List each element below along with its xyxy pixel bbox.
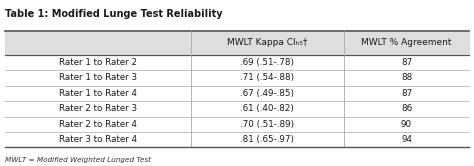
Text: Table 1: Modified Lunge Test Reliability: Table 1: Modified Lunge Test Reliability <box>5 9 222 19</box>
Text: .69 (.51-.78): .69 (.51-.78) <box>240 58 294 67</box>
Text: 90: 90 <box>401 120 412 129</box>
Text: .67 (.49-.85): .67 (.49-.85) <box>240 89 294 98</box>
Bar <box>5 86 469 101</box>
Text: MWLT % Agreement: MWLT % Agreement <box>361 38 452 47</box>
Text: Rater 1 to Rater 2: Rater 1 to Rater 2 <box>59 58 137 67</box>
Text: .70 (.51-.89): .70 (.51-.89) <box>240 120 294 129</box>
Text: .81 (.65-.97): .81 (.65-.97) <box>240 135 294 144</box>
Bar <box>5 117 469 132</box>
Bar <box>5 132 469 147</box>
Text: .71 (.54-.88): .71 (.54-.88) <box>240 73 294 83</box>
Text: 88: 88 <box>401 73 412 83</box>
Bar <box>5 70 469 86</box>
Bar <box>5 101 469 117</box>
Text: MWLT Kappa Clₕ₅†: MWLT Kappa Clₕ₅† <box>227 38 307 47</box>
Bar <box>5 55 469 70</box>
Text: 87: 87 <box>401 58 412 67</box>
Text: 87: 87 <box>401 89 412 98</box>
Text: 94: 94 <box>401 135 412 144</box>
Bar <box>5 31 469 55</box>
Text: MWLT = Modified Weighted Lunged Test: MWLT = Modified Weighted Lunged Test <box>5 157 151 163</box>
Text: Rater 1 to Rater 4: Rater 1 to Rater 4 <box>59 89 137 98</box>
Text: Rater 1 to Rater 3: Rater 1 to Rater 3 <box>59 73 137 83</box>
Text: Rater 2 to Rater 3: Rater 2 to Rater 3 <box>59 104 137 113</box>
Text: 86: 86 <box>401 104 412 113</box>
Text: Rater 2 to Rater 4: Rater 2 to Rater 4 <box>59 120 137 129</box>
Text: .61 (.40-.82): .61 (.40-.82) <box>240 104 294 113</box>
Text: Rater 3 to Rater 4: Rater 3 to Rater 4 <box>59 135 137 144</box>
